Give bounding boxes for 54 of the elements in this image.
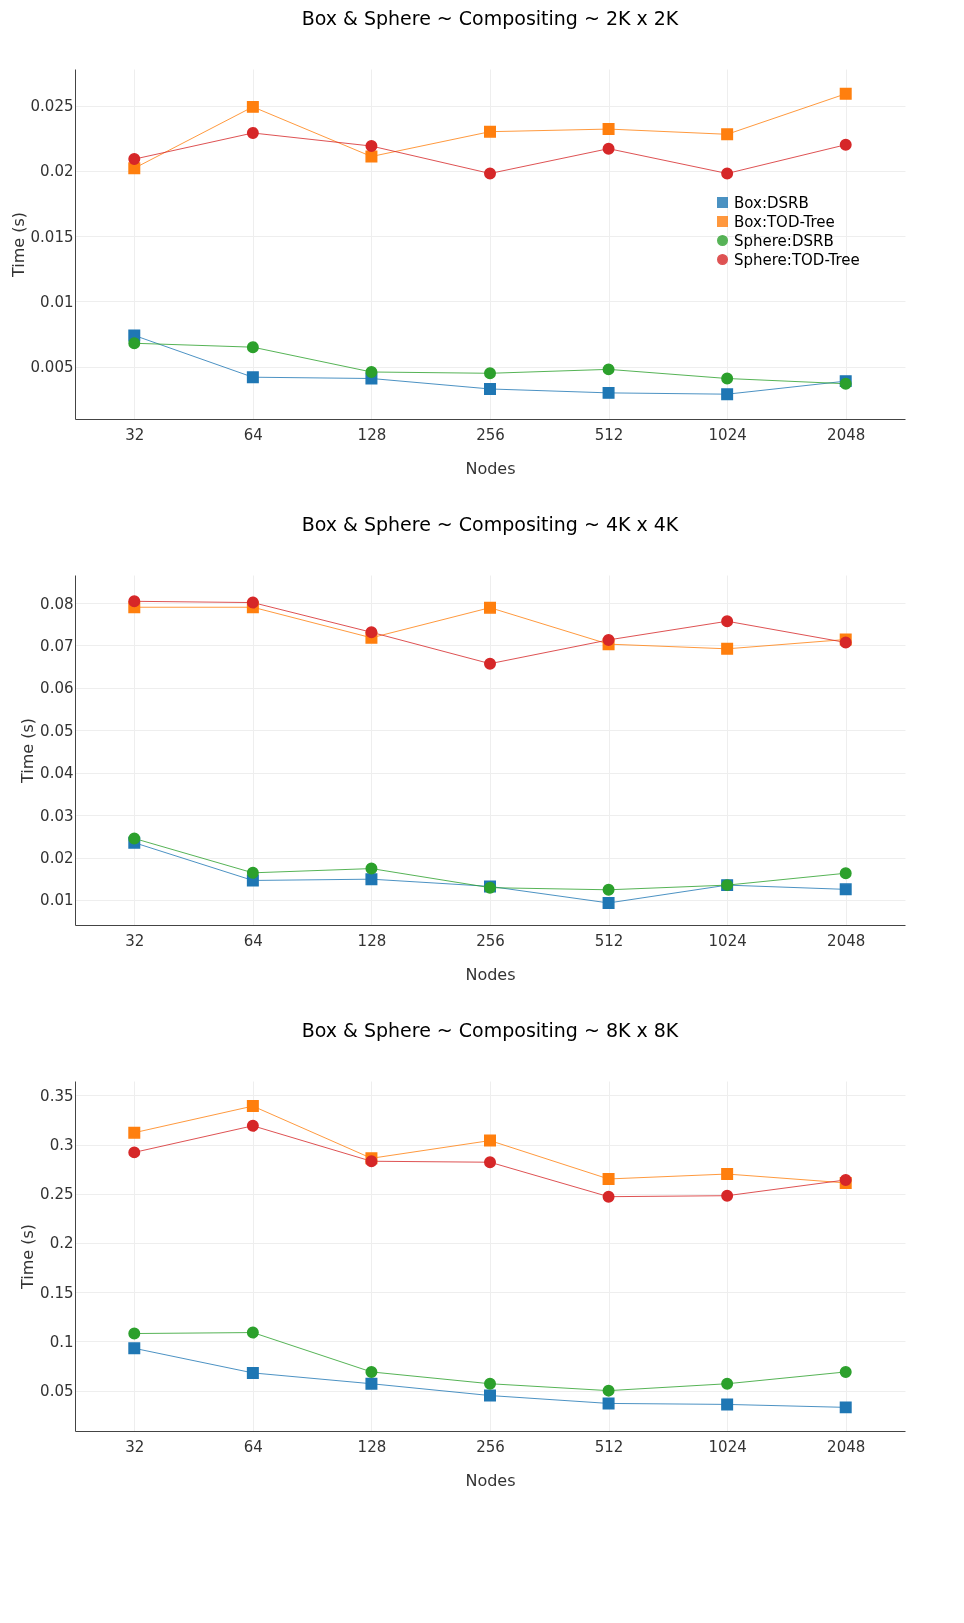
y-tick-label: 0.01 bbox=[40, 891, 74, 910]
chart-title: Box & Sphere ~ Compositing ~ 2K x 2K bbox=[301, 7, 679, 29]
x-tick-label: 32 bbox=[125, 1437, 145, 1456]
x-tick-label: 512 bbox=[594, 1437, 624, 1456]
x-tick-label: 1024 bbox=[708, 1437, 747, 1456]
y-tick-label: 0.35 bbox=[40, 1086, 74, 1105]
y-axis-title: Time (s) bbox=[18, 717, 38, 785]
legend-label: Sphere:DSRB bbox=[734, 231, 834, 250]
chart-title: Box & Sphere ~ Compositing ~ 4K x 4K bbox=[301, 513, 679, 535]
y-tick-label: 0.25 bbox=[40, 1185, 74, 1204]
x-tick-label: 128 bbox=[357, 425, 387, 444]
y-tick-label: 0.05 bbox=[40, 1382, 74, 1401]
y-tick-label: 0.2 bbox=[49, 1234, 74, 1253]
x-tick-label: 1024 bbox=[708, 425, 747, 444]
y-tick-label: 0.08 bbox=[40, 594, 74, 613]
x-tick-label: 512 bbox=[594, 931, 624, 950]
y-tick-label: 0.025 bbox=[30, 97, 74, 116]
x-axis-title: Nodes bbox=[465, 1470, 516, 1490]
y-tick-label: 0.04 bbox=[40, 764, 74, 783]
y-axis-title: Time (s) bbox=[8, 211, 28, 279]
x-tick-label: 128 bbox=[357, 1437, 387, 1456]
y-axis-title: Time (s) bbox=[18, 1223, 38, 1291]
x-tick-label: 32 bbox=[125, 425, 145, 444]
x-tick-label: 256 bbox=[476, 931, 505, 950]
x-tick-label: 64 bbox=[243, 931, 263, 950]
y-tick-label: 0.3 bbox=[49, 1136, 74, 1154]
x-tick-label: 256 bbox=[476, 425, 505, 444]
x-tick-label: 64 bbox=[243, 1437, 263, 1456]
x-axis-title: Nodes bbox=[465, 964, 516, 984]
legend-label: Box:DSRB bbox=[734, 193, 809, 212]
x-tick-label: 128 bbox=[357, 931, 387, 950]
y-tick-label: 0.1 bbox=[49, 1332, 74, 1351]
x-tick-label: 1024 bbox=[708, 931, 747, 950]
y-tick-label: 0.06 bbox=[40, 679, 74, 698]
y-tick-label: 0.15 bbox=[40, 1283, 74, 1302]
y-tick-label: 0.05 bbox=[40, 721, 74, 740]
y-tick-label: 0.005 bbox=[30, 358, 74, 377]
x-tick-label: 64 bbox=[243, 425, 263, 444]
x-tick-label: 512 bbox=[594, 425, 624, 444]
y-tick-label: 0.02 bbox=[40, 849, 74, 868]
y-tick-label: 0.07 bbox=[40, 636, 74, 655]
x-tick-label: 256 bbox=[476, 1437, 505, 1456]
y-tick-label: 0.015 bbox=[30, 227, 74, 246]
legend-label: Sphere:TOD-Tree bbox=[734, 250, 860, 269]
y-tick-label: 0.02 bbox=[40, 162, 74, 181]
x-tick-label: 32 bbox=[125, 931, 145, 950]
x-axis-title: Nodes bbox=[465, 458, 516, 478]
x-tick-label: 2048 bbox=[827, 1437, 866, 1456]
chart-title: Box & Sphere ~ Compositing ~ 8K x 8K bbox=[301, 1019, 679, 1041]
legend-label: Box:TOD-Tree bbox=[734, 212, 835, 231]
y-tick-label: 0.03 bbox=[40, 806, 74, 825]
x-tick-label: 2048 bbox=[827, 425, 866, 444]
y-tick-label: 0.01 bbox=[40, 292, 74, 311]
x-tick-label: 2048 bbox=[827, 931, 866, 950]
